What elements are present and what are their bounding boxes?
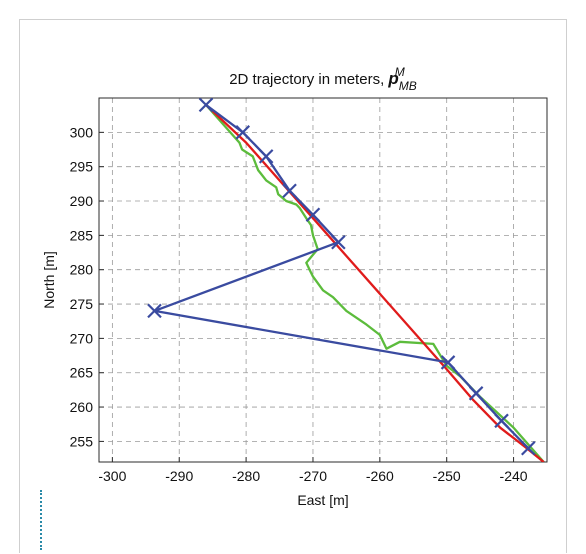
chart-title-sub: MB (399, 79, 417, 93)
y-tick-label: 280 (70, 262, 94, 278)
x-tick-label: -250 (433, 468, 461, 484)
y-tick-label: 300 (70, 124, 94, 140)
y-axis-label: North [m] (41, 251, 57, 309)
y-tick-label: 285 (70, 227, 94, 243)
chart-title-sup: M (395, 65, 405, 79)
x-tick-label: -260 (366, 468, 394, 484)
y-tick-label: 255 (70, 433, 94, 449)
y-tick-label: 260 (70, 399, 94, 415)
y-tick-label: 295 (70, 159, 94, 175)
chart-title-main: 2D trajectory in meters, (229, 71, 388, 88)
green-trajectory-line (206, 105, 544, 462)
y-tick-label: 275 (70, 296, 94, 312)
x-tick-label: -280 (232, 468, 260, 484)
x-tick-label: -290 (165, 468, 193, 484)
y-tick-label: 270 (70, 330, 94, 346)
x-ticks: -300 -290 -280 -270 -260 -250 -240 (98, 457, 527, 484)
y-tick-label: 290 (70, 193, 94, 209)
x-tick-label: -300 (98, 468, 126, 484)
x-axis-label: East [m] (297, 492, 348, 508)
chart-title: 2D trajectory in meters, pMBM (229, 65, 417, 93)
x-tick-label: -240 (500, 468, 528, 484)
x-tick-label: -270 (299, 468, 327, 484)
y-tick-label: 265 (70, 365, 94, 381)
